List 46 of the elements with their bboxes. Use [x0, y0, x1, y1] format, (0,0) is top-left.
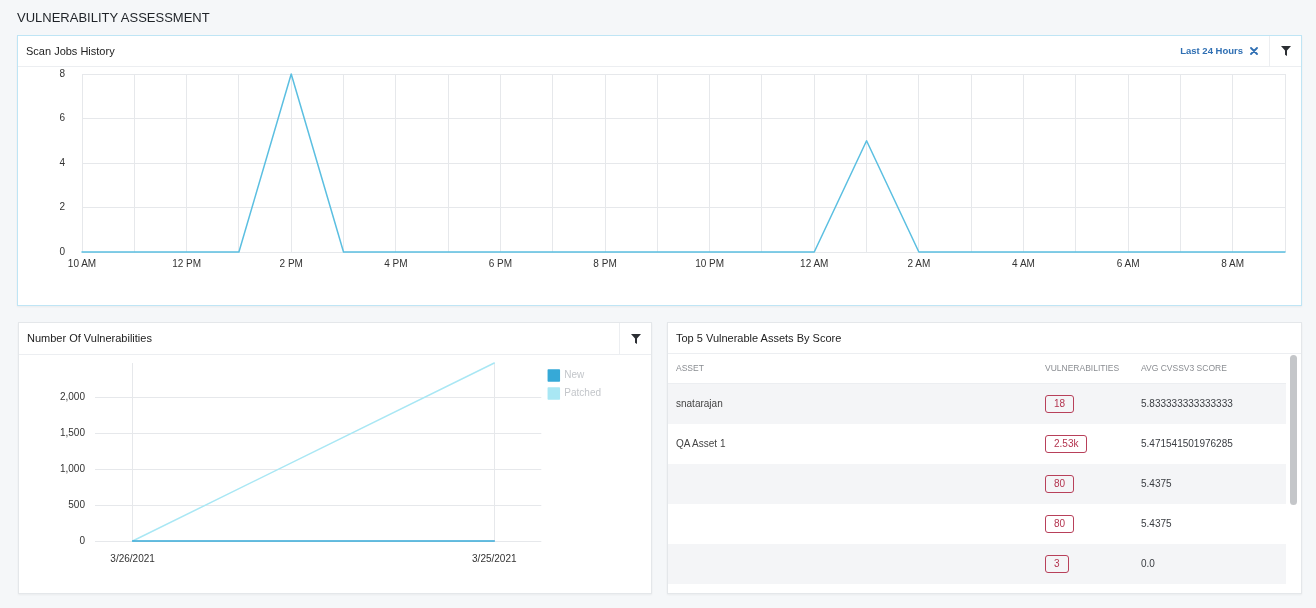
x-tick-label: 10 PM [695, 257, 725, 269]
text: 5.471541501976285 [1141, 438, 1233, 449]
y-tick-label: 1,000 [59, 462, 86, 474]
y-tick-label: 500 [68, 498, 86, 510]
text: ASSET [676, 362, 704, 375]
text: 0.0 [1141, 558, 1155, 569]
x-tick-label: 3/26/2021 [110, 552, 156, 564]
chart-title: Number Of Vulnerabilities [27, 331, 152, 346]
text: 2.53k [1054, 438, 1079, 449]
legend-label: Patched [564, 387, 602, 399]
y-tick-label: 4 [59, 156, 66, 168]
text: Last 24 Hours [1180, 44, 1243, 58]
text: 5.833333333333333 [1141, 398, 1233, 409]
x-tick-label: 12 AM [800, 257, 829, 269]
category-label: snatarajan [676, 398, 723, 409]
chart-title: Scan Jobs History [26, 44, 115, 59]
y-tick-label: 1,500 [59, 427, 86, 439]
legend-label: New [564, 369, 586, 381]
x-tick-label: 10 AM [67, 257, 97, 269]
x-tick-label: 8 AM [1221, 257, 1245, 269]
y-tick-label: 8 [59, 67, 66, 79]
x-tick-label: 6 PM [488, 257, 513, 269]
y-tick-label: 0 [59, 245, 66, 257]
category-label: QA Asset 1 [676, 438, 726, 449]
y-tick-label: 2,000 [59, 391, 86, 403]
text: VULNERABILITY ASSESSMENT [17, 9, 210, 27]
y-tick-label: 0 [79, 534, 86, 546]
text: 5.4375 [1141, 518, 1172, 529]
x-tick-label: 2 PM [279, 257, 303, 269]
text: 5.4375 [1141, 478, 1172, 489]
x-tick-label: 4 PM [384, 257, 408, 269]
x-tick-label: 2 AM [907, 257, 931, 269]
x-tick-label: 12 PM [172, 257, 202, 269]
text: 18 [1054, 398, 1066, 409]
text: 80 [1054, 518, 1066, 529]
text: 80 [1054, 478, 1066, 489]
text: Top 5 Vulnerable Assets By Score [676, 331, 842, 346]
text: 3 [1054, 558, 1060, 569]
x-tick-label: 8 PM [593, 257, 617, 269]
x-tick-label: 6 AM [1116, 257, 1140, 269]
x-tick-label: 3/25/2021 [472, 552, 517, 564]
category-label: AVG CVSSV3 SCORE [1141, 362, 1227, 375]
y-tick-label: 6 [59, 112, 66, 124]
x-tick-label: 4 AM [1012, 257, 1035, 269]
y-tick-label: 2 [59, 201, 66, 213]
category-label: VULNERABILITIES [1045, 362, 1120, 375]
